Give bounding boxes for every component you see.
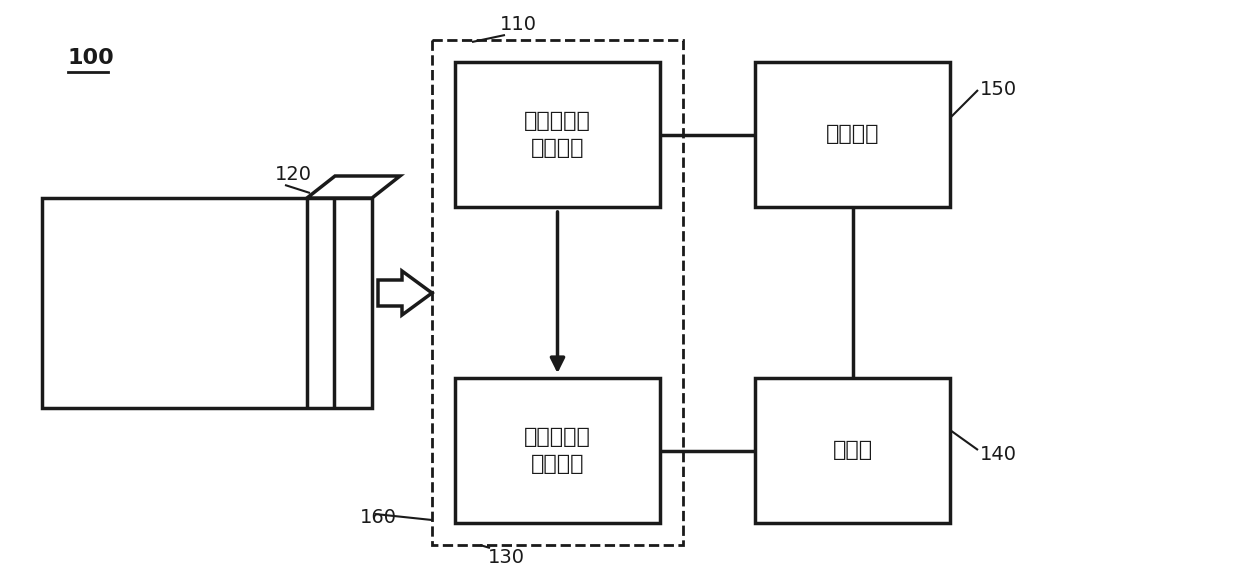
Text: 160: 160 [360, 508, 397, 527]
Text: 监控设备: 监控设备 [826, 124, 879, 145]
Text: 110: 110 [500, 15, 537, 34]
Text: 150: 150 [980, 80, 1017, 99]
Text: 120: 120 [275, 165, 312, 184]
Bar [455, 62, 660, 207]
Text: 控制器: 控制器 [832, 441, 873, 461]
Text: 入射宇宙射
线探测器: 入射宇宙射 线探测器 [525, 111, 591, 158]
Bar [755, 62, 950, 207]
Polygon shape [308, 176, 401, 198]
Bar [432, 40, 683, 545]
Polygon shape [378, 271, 432, 315]
Text: 140: 140 [980, 445, 1017, 464]
Bar [455, 378, 660, 523]
Text: 130: 130 [489, 548, 525, 567]
Bar [755, 378, 950, 523]
Text: 100: 100 [68, 48, 115, 68]
Bar [42, 198, 372, 408]
Text: 出射宇宙射
线探测器: 出射宇宙射 线探测器 [525, 427, 591, 473]
